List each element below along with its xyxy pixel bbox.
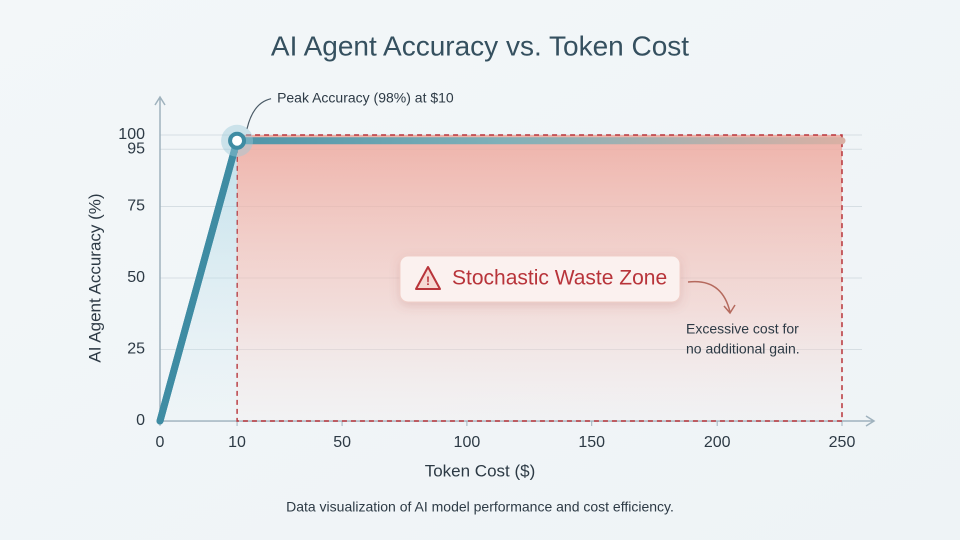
y-tick-label: 75 — [127, 198, 145, 215]
y-tick-label: 50 — [127, 269, 145, 286]
zone-label-bg — [399, 255, 681, 303]
annotation-leader — [246, 98, 272, 129]
rise-segment — [156, 137, 241, 425]
x-tick-label: 0 — [156, 434, 165, 451]
x-tick-label: 10 — [228, 434, 246, 451]
y-tick-label: 0 — [136, 412, 145, 429]
x-tick-label: 50 — [333, 434, 351, 451]
chart-title: AI Agent Accuracy vs. Token Cost — [271, 30, 689, 61]
x-tick-label: 100 — [454, 434, 481, 451]
x-tick-label: 250 — [829, 434, 856, 451]
peak-marker — [228, 131, 247, 150]
x-tick-label: 150 — [578, 434, 605, 451]
caption: Data visualization of AI model performan… — [286, 499, 674, 515]
warning-mark: ! — [426, 274, 430, 288]
x-tick-label: 200 — [704, 434, 731, 451]
warning-icon — [415, 266, 441, 290]
y-axis-label: AI Agent Accuracy (%) — [85, 193, 104, 362]
peak-annotation: Peak Accuracy (98%) at $10 — [277, 89, 454, 105]
note-arrow — [687, 280, 736, 315]
zone-note: Excessive cost for — [686, 321, 799, 337]
y-tick-label: 100 — [118, 126, 145, 143]
y-axis — [154, 95, 166, 421]
zone-label: Stochastic Waste Zone — [452, 267, 667, 290]
zone-label-box: ! Stochastic Waste Zone — [399, 255, 681, 303]
y-tick-label: 95 — [127, 141, 145, 158]
y-tick-label: 25 — [127, 341, 145, 358]
zone-note: no additional gain. — [686, 341, 800, 357]
x-axis-label: Token Cost ($) — [425, 461, 536, 480]
